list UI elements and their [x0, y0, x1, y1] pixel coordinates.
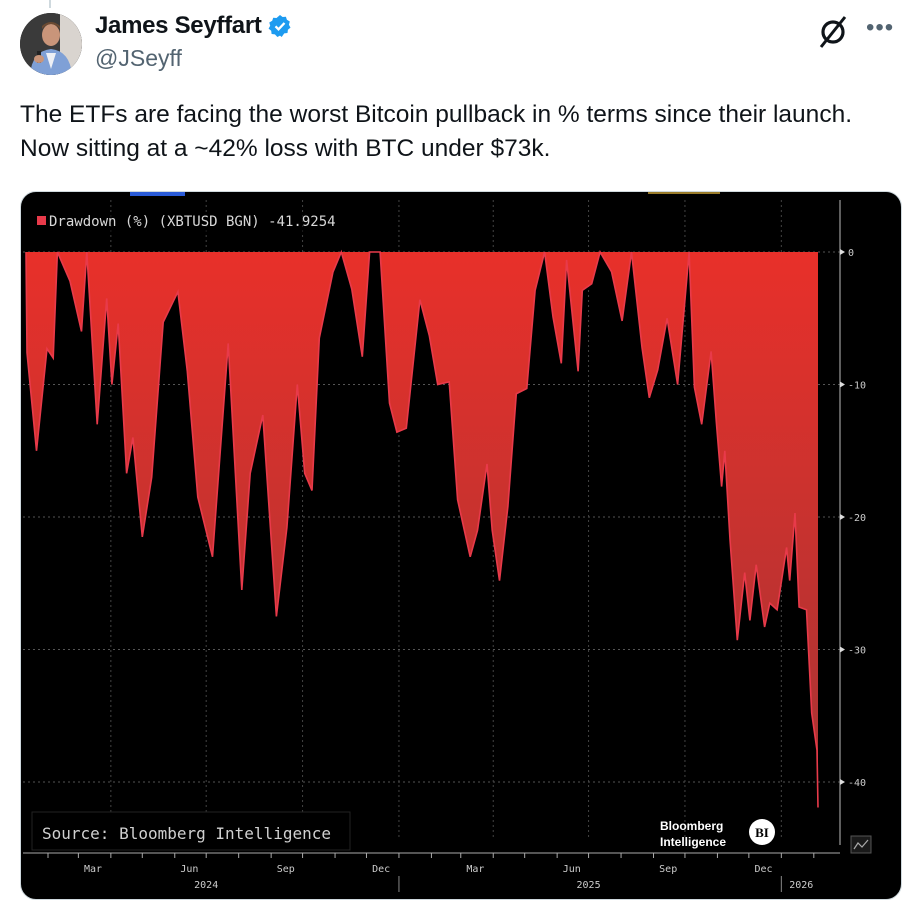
thread-connector	[49, 0, 51, 8]
more-icon[interactable]: •••	[866, 14, 895, 41]
y-tick-label: -10	[848, 381, 866, 392]
x-tick-label: Jun	[180, 864, 198, 875]
svg-text:Intelligence: Intelligence	[660, 835, 726, 849]
grok-icon[interactable]	[815, 14, 851, 50]
y-tick	[840, 514, 845, 520]
terminal-tab-indicator	[130, 192, 185, 196]
x-tick-label: Jun	[563, 864, 581, 875]
svg-text:BI: BI	[755, 825, 769, 840]
x-tick-label: Dec	[754, 864, 772, 875]
y-tick-label: -30	[848, 646, 866, 657]
x-year-label: 2026	[789, 880, 813, 891]
drawdown-line	[25, 249, 819, 808]
y-tick	[840, 381, 845, 388]
y-axis: 0 -10 -20 -30 -40	[839, 200, 866, 845]
drawdown-chart: 0 -10 -20 -30 -40 Mar Jun Sep Dec Mar Jun Sep Dec 20…	[23, 192, 872, 892]
author-name[interactable]: James Seyffart	[95, 12, 292, 40]
svg-text:Bloomberg: Bloomberg	[660, 819, 723, 833]
source-label: Source: Bloomberg Intelligence	[42, 824, 331, 843]
avatar-image	[20, 13, 82, 75]
drawdown-area	[26, 252, 818, 808]
legend-label: Drawdown (%) (XBTUSD BGN) -41.9254	[49, 214, 336, 230]
x-year-label: 2024	[194, 880, 218, 891]
x-axis: Mar Jun Sep Dec Mar Jun Sep Dec 2024 2025 2026	[23, 852, 840, 892]
legend-swatch	[37, 216, 46, 225]
x-tick-label: Mar	[84, 864, 102, 875]
y-tick-label: 0	[848, 248, 854, 259]
x-tick-label: Mar	[466, 864, 484, 875]
avatar[interactable]	[20, 13, 82, 75]
verified-badge-icon[interactable]	[268, 14, 292, 38]
y-tick-label: -40	[848, 778, 866, 789]
legend-box	[32, 212, 392, 234]
y-tick	[840, 779, 845, 785]
author-handle[interactable]: @JSeyff	[95, 45, 182, 71]
x-tick-label: Sep	[277, 864, 295, 875]
y-tick	[840, 646, 845, 653]
y-tick-label: -20	[848, 513, 866, 524]
author-name-text: James Seyffart	[95, 12, 262, 39]
terminal-tab-indicator	[648, 192, 720, 194]
chart-type-icon[interactable]	[850, 835, 872, 854]
tweet-media-chart[interactable]: 0 -10 -20 -30 -40 Mar Jun Sep Dec Mar Jun Sep Dec 20…	[20, 191, 902, 900]
x-tick-label: Sep	[659, 864, 677, 875]
tweet-text: The ETFs are facing the worst Bitcoin pu…	[20, 101, 852, 162]
source-box	[31, 811, 351, 851]
x-year-label: 2025	[577, 880, 601, 891]
bloomberg-intelligence-logo: Bloomberg Intelligence BI	[660, 819, 775, 849]
x-tick-label: Dec	[372, 864, 390, 875]
y-tick	[840, 249, 845, 255]
